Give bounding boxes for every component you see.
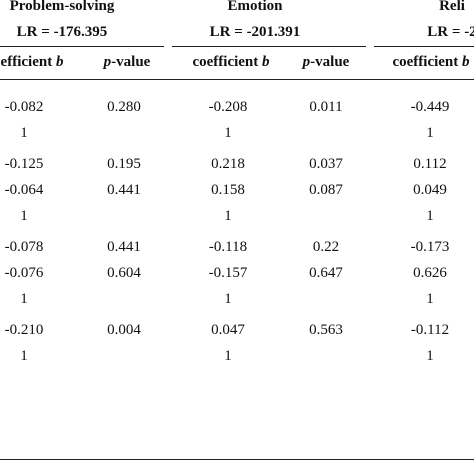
table-cell: 0.195 — [107, 156, 141, 172]
lr-religion: LR = -2 — [427, 24, 474, 40]
table-cell: 1 — [426, 291, 434, 307]
table-cell: 1 — [20, 348, 28, 364]
col-header-p-value: p-value — [302, 54, 350, 70]
table-cell: 0.112 — [413, 156, 447, 172]
table-cell: 1 — [224, 291, 232, 307]
table-cell: 1 — [426, 348, 434, 364]
group-rule-problem-solving — [0, 46, 164, 47]
table-cell: -0.076 — [4, 265, 44, 281]
table-cell: 0.049 — [413, 182, 447, 198]
table-cell: 0.22 — [312, 239, 340, 255]
table-cell: 1 — [20, 291, 28, 307]
table-cell: -0.078 — [4, 239, 44, 255]
table-cell: -0.157 — [208, 265, 248, 281]
group-rule-religion — [374, 46, 474, 47]
table-cell: -0.208 — [208, 99, 248, 115]
table-cell: 0.647 — [309, 265, 343, 281]
table-cell: -0.118 — [208, 239, 248, 255]
table-cell: 0.218 — [211, 156, 245, 172]
lr-emotion: LR = -201.391 — [209, 24, 301, 40]
lr-problem-solving: LR = -176.395 — [16, 24, 108, 40]
table-cell: 0.441 — [107, 182, 141, 198]
table-cell: 0.047 — [211, 322, 245, 338]
table-cell: 0.037 — [309, 156, 343, 172]
table-cell: -0.210 — [4, 322, 44, 338]
col-header-coefficient-b: efficient b — [0, 54, 64, 70]
table-cell: 1 — [224, 125, 232, 141]
table-cell: 0.011 — [309, 99, 343, 115]
table-cell: -0.112 — [410, 322, 450, 338]
group-title-religion: Reli — [439, 0, 465, 14]
table-bottom-rule — [0, 459, 474, 460]
table-cell: 1 — [20, 208, 28, 224]
table-cell: -0.064 — [4, 182, 44, 198]
group-title-emotion: Emotion — [227, 0, 283, 14]
table-cell: -0.125 — [4, 156, 44, 172]
table-cell: 0.004 — [107, 322, 141, 338]
table-cell: 1 — [20, 125, 28, 141]
table-cell: 1 — [426, 125, 434, 141]
group-rule-emotion — [172, 46, 366, 47]
table-cell: -0.173 — [410, 239, 450, 255]
table-cell: -0.449 — [410, 99, 450, 115]
group-title-problem-solving: Problem-solving — [9, 0, 115, 14]
col-header-coefficient-b: coefficient b — [392, 54, 470, 70]
table-cell: 0.441 — [107, 239, 141, 255]
table-cell: 0.626 — [413, 265, 447, 281]
table-cell: 0.563 — [309, 322, 343, 338]
table-cell: 0.087 — [309, 182, 343, 198]
table-cell: 1 — [426, 208, 434, 224]
table-cell: 1 — [224, 348, 232, 364]
col-header-p-value: p-value — [103, 54, 151, 70]
header-bottom-rule — [0, 79, 474, 80]
table-cell: 1 — [224, 208, 232, 224]
col-header-coefficient-b: coefficient b — [192, 54, 270, 70]
table-cell: -0.082 — [4, 99, 44, 115]
table-cell: 0.604 — [107, 265, 141, 281]
table-cell: 0.158 — [211, 182, 245, 198]
table-cell: 0.280 — [107, 99, 141, 115]
